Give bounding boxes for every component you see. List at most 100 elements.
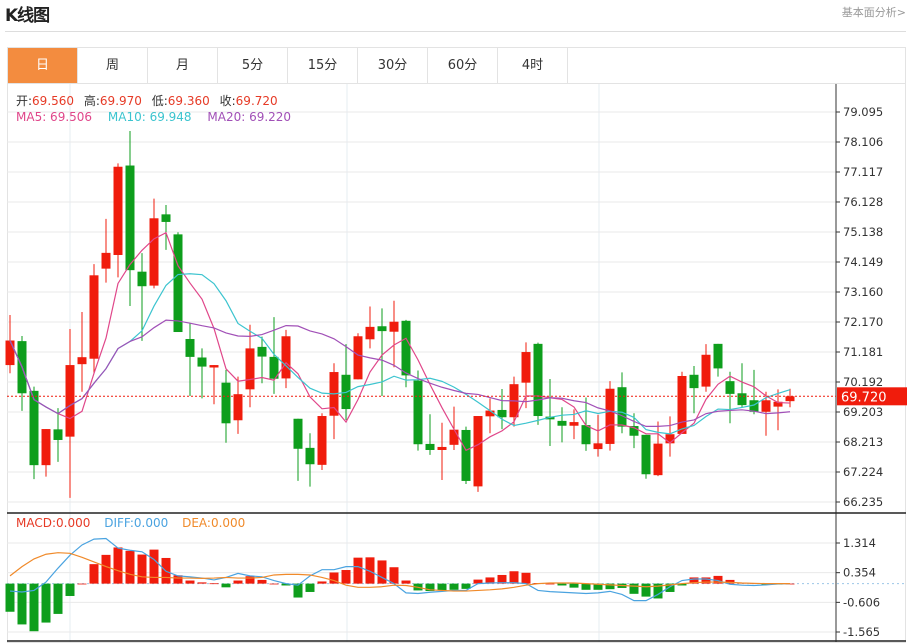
candle-body — [473, 416, 483, 487]
macd-bar — [605, 583, 615, 590]
macd-bar — [89, 564, 99, 584]
y-tick-label: 69.203 — [843, 405, 883, 419]
candle-body — [233, 394, 243, 421]
candle-body — [737, 393, 747, 406]
macd-y-tick-label: -1.565 — [843, 625, 880, 639]
candle — [137, 253, 147, 341]
macd-bar — [725, 579, 735, 584]
period-tabs: 日 周 月 5分 15分 30分 60分 4时 — [7, 47, 906, 83]
macd-bar — [401, 580, 411, 584]
candle — [401, 319, 411, 388]
candle — [341, 344, 351, 420]
candle — [389, 300, 399, 368]
y-tick-label: 72.170 — [843, 315, 883, 329]
candle-body — [785, 396, 795, 402]
candle-body — [149, 218, 159, 286]
candle-body — [173, 234, 183, 333]
macd-bar — [593, 583, 603, 590]
macd-bar — [113, 547, 123, 584]
open-value: 69.560 — [32, 94, 75, 108]
y-tick-label: 78.106 — [843, 135, 883, 149]
macd-bar — [233, 580, 243, 584]
y-tick-label: 79.095 — [843, 105, 883, 119]
candle-body — [437, 446, 447, 450]
candle-body — [281, 336, 291, 379]
tab-60min[interactable]: 60分 — [428, 48, 498, 83]
macd-bar — [197, 582, 207, 584]
tab-day[interactable]: 日 — [8, 48, 78, 83]
macd-bar — [437, 583, 447, 591]
fundamental-analysis-link[interactable]: 基本面分析> — [841, 6, 906, 19]
macd-bar — [665, 583, 675, 592]
macd-bar — [269, 583, 279, 585]
candle — [149, 198, 159, 289]
candle — [737, 363, 747, 408]
candle-body — [317, 416, 327, 465]
candle-body — [665, 434, 675, 444]
candle — [773, 389, 783, 431]
tab-week[interactable]: 周 — [78, 48, 148, 83]
y-tick-label: 75.138 — [843, 225, 883, 239]
candle — [545, 379, 555, 447]
macd-bar — [449, 583, 459, 590]
candle — [581, 397, 591, 451]
y-tick-label: 71.181 — [843, 345, 883, 359]
open-label: 开: — [16, 94, 33, 108]
candle — [725, 371, 735, 424]
last-price-badge — [837, 387, 907, 406]
candle — [305, 433, 315, 487]
candle-body — [617, 387, 627, 427]
candle — [521, 342, 531, 409]
tab-15min[interactable]: 15分 — [288, 48, 358, 83]
candle — [317, 413, 327, 471]
candle — [437, 422, 447, 481]
tab-4hour[interactable]: 4时 — [498, 48, 568, 83]
candle — [185, 323, 195, 397]
macd-bar — [365, 557, 375, 584]
macd-bar — [137, 554, 147, 584]
macd-bar — [221, 583, 231, 588]
candle — [425, 414, 435, 455]
macd-bar — [53, 583, 63, 614]
candle-body — [257, 346, 267, 357]
ma20-value: MA20: 69.220 — [207, 110, 292, 124]
macd-bar — [581, 583, 591, 590]
candle-body — [461, 429, 471, 481]
candle — [749, 369, 759, 415]
macd-bar — [29, 583, 39, 632]
macd-bar — [41, 583, 51, 623]
candle-body — [497, 409, 507, 418]
candle — [293, 418, 303, 481]
candle-body — [689, 374, 699, 389]
divider — [5, 31, 906, 32]
candle-body — [749, 400, 759, 412]
candle — [101, 218, 111, 283]
candle-body — [365, 326, 375, 340]
candle — [257, 336, 267, 384]
tab-month[interactable]: 月 — [148, 48, 218, 83]
candle-body — [701, 354, 711, 387]
macd-bar — [377, 560, 387, 584]
candle-body — [65, 365, 75, 437]
candle-body — [5, 340, 15, 366]
candle-body — [269, 356, 279, 379]
tab-5min[interactable]: 5分 — [218, 48, 288, 83]
tab-30min[interactable]: 30分 — [358, 48, 428, 83]
candle — [641, 434, 651, 479]
candle — [701, 344, 711, 392]
macd-bar — [209, 583, 219, 585]
candle-body — [545, 416, 555, 420]
macd-bar — [689, 577, 699, 584]
macd-bar — [125, 550, 135, 584]
macd-bar — [425, 583, 435, 592]
candle-body — [209, 365, 219, 368]
macd-bar — [65, 583, 75, 596]
candle-body — [401, 320, 411, 376]
close-label: 收: — [219, 94, 236, 108]
candle-body — [593, 443, 603, 450]
macd-bar — [341, 570, 351, 584]
candle-body — [113, 166, 123, 255]
candle — [125, 130, 135, 306]
candle — [17, 335, 27, 411]
